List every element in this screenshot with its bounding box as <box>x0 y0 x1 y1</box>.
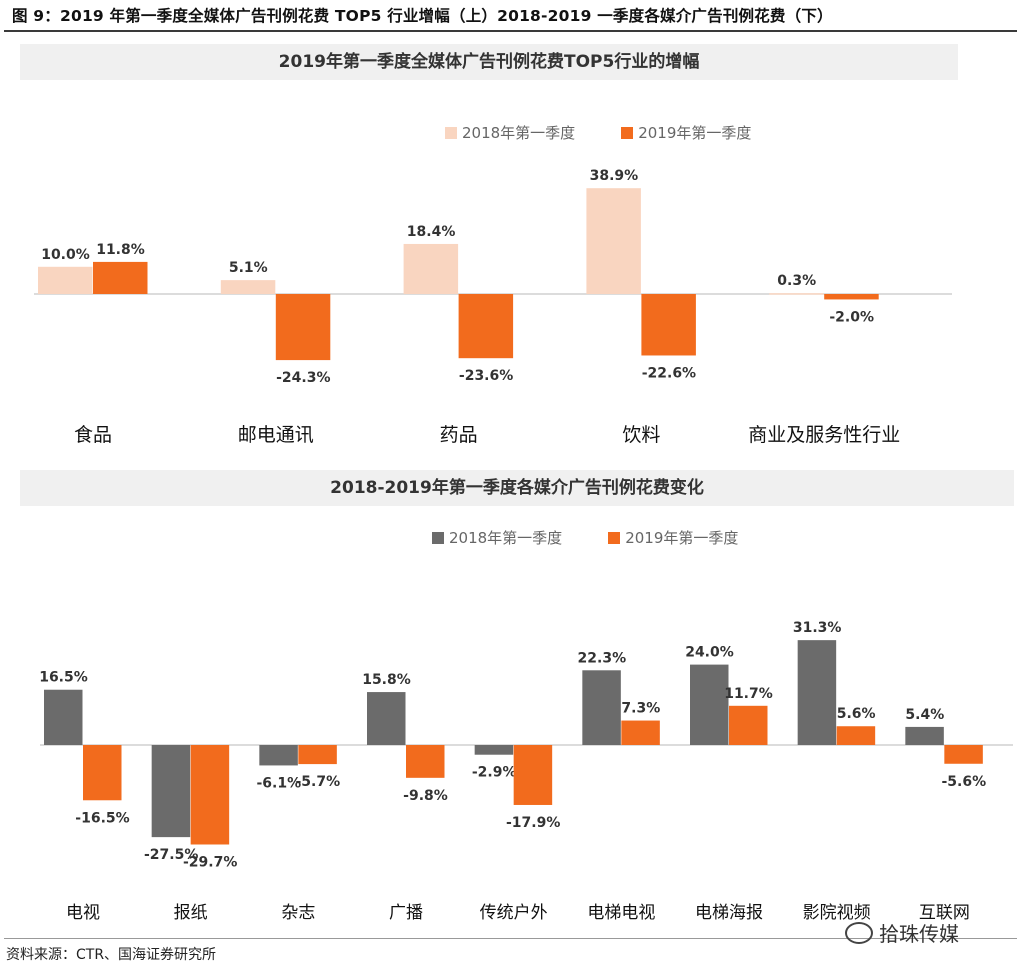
chart2-legend-2018-label: 2018年第一季度 <box>449 529 563 547</box>
category-label: 食品 <box>74 424 112 446</box>
data-label: -16.5% <box>75 810 129 826</box>
data-label: 5.1% <box>229 260 268 276</box>
bar-2019-1 <box>275 294 331 361</box>
data-label: -27.5% <box>144 847 198 863</box>
data-label: 5.4% <box>905 707 944 723</box>
category-label: 邮电通讯 <box>238 424 314 446</box>
chart1-legend-2019: 2019年第一季度 <box>621 122 751 143</box>
data-label: 18.4% <box>407 224 456 240</box>
bar-2019-0 <box>93 261 148 294</box>
chart1-legend-2018: 2018年第一季度 <box>445 122 575 143</box>
data-label: -24.3% <box>276 370 330 386</box>
category-label: 商业及服务性行业 <box>748 424 900 446</box>
bar-2018-0 <box>38 266 93 294</box>
chart2-legend-2019: 2019年第一季度 <box>608 527 738 548</box>
top-rule <box>4 30 1017 32</box>
data-label: 31.3% <box>793 620 842 636</box>
bar-2018-3 <box>586 188 641 294</box>
data-label: 11.7% <box>724 686 773 702</box>
chart2-plot: 16.5% -16.5% 电视 -27.5%-29.7% 报纸 -6.1%-5.7% 杂志 1… <box>39 620 1013 923</box>
chart1-legend-2019-label: 2019年第一季度 <box>638 124 752 142</box>
category-label: 互联网 <box>919 903 970 923</box>
data-label: -5.7% <box>296 774 341 790</box>
figure-title: 图 9：2019 年第一季度全媒体广告刊例花费 TOP5 行业增幅（上）2018… <box>12 7 833 25</box>
data-label: -29.7% <box>183 854 237 870</box>
brand-watermark: 拾珠传媒 <box>845 918 959 947</box>
bar-2018-3 <box>367 692 406 745</box>
bar-2019-2 <box>458 294 514 359</box>
category-label: 电梯电视 <box>587 903 655 923</box>
bar-2018-4 <box>474 745 514 755</box>
bar-2018-0 <box>44 689 83 745</box>
category-label: 报纸 <box>174 903 208 923</box>
bar-2019-3 <box>406 745 445 778</box>
data-label: -23.6% <box>459 368 513 384</box>
data-label: 7.3% <box>621 701 660 717</box>
bottom-rule <box>4 938 1017 939</box>
bar-2019-6 <box>729 705 768 745</box>
legend-swatch-2019 <box>621 126 634 139</box>
data-label: 24.0% <box>685 645 734 661</box>
bar-2018-1 <box>151 745 191 838</box>
data-label: 11.8% <box>96 242 145 258</box>
data-label: -17.9% <box>506 815 560 831</box>
bar-2019-8 <box>944 745 983 764</box>
source-footer: 资料来源：CTR、国海证券研究所 <box>6 947 217 963</box>
bar-2018-7 <box>797 640 837 745</box>
data-label: -22.6% <box>642 365 696 381</box>
data-label: 15.8% <box>362 672 411 688</box>
category-label: 电梯海报 <box>695 903 763 923</box>
data-label: 22.3% <box>578 650 627 666</box>
category-label: 电视 <box>66 903 100 923</box>
bar-2019-4 <box>824 294 879 300</box>
chart1-legend-2018-label: 2018年第一季度 <box>462 124 576 142</box>
data-label: -6.1% <box>257 775 302 791</box>
data-label: -9.8% <box>403 788 448 804</box>
category-label: 影院视频 <box>803 903 871 923</box>
chart1-legend: 2018年第一季度 2019年第一季度 <box>445 122 797 143</box>
data-label: 5.6% <box>837 706 876 722</box>
chart1-plot: 10.0% 11.8% 食品 5.1% -24.3% 邮电通讯 18.4% -23.6% 药品 3… <box>34 168 952 446</box>
chart1-title: 2019年第一季度全媒体广告刊例花费TOP5行业的增幅 <box>20 44 958 80</box>
data-label: -2.9% <box>472 765 517 781</box>
bar-2018-1 <box>220 280 276 294</box>
bar-2019-3 <box>641 294 696 356</box>
category-label: 饮料 <box>622 424 660 446</box>
bar-2018-5 <box>582 670 621 745</box>
category-label: 药品 <box>440 424 478 446</box>
category-label: 传统户外 <box>480 903 548 923</box>
chart2-legend-2018: 2018年第一季度 <box>432 527 562 548</box>
chart2-legend-2019-label: 2019年第一季度 <box>625 529 739 547</box>
category-label: 杂志 <box>281 903 315 923</box>
bar-2018-2 <box>403 243 459 294</box>
data-label: -2.0% <box>829 309 874 325</box>
wechat-icon <box>845 921 873 944</box>
bar-2018-2 <box>259 745 298 766</box>
brand-name: 拾珠传媒 <box>879 922 959 946</box>
bar-2018-8 <box>905 726 944 745</box>
bar-2019-2 <box>298 745 337 765</box>
data-label: 16.5% <box>39 670 88 686</box>
chart2-title: 2018-2019年第一季度各媒介广告刊例花费变化 <box>20 470 1014 506</box>
bar-2018-6 <box>690 664 729 745</box>
data-label: 38.9% <box>590 168 639 184</box>
bar-2018-4 <box>769 293 824 295</box>
category-label: 广播 <box>389 903 423 923</box>
data-label: 0.3% <box>777 273 816 289</box>
legend-swatch-2018 <box>432 531 444 544</box>
legend-swatch-2019 <box>608 531 621 544</box>
chart2-legend: 2018年第一季度 2019年第一季度 <box>432 527 784 548</box>
bar-2019-4 <box>513 745 553 805</box>
data-label: -5.6% <box>942 774 987 790</box>
data-label: 10.0% <box>41 247 90 263</box>
bar-2019-5 <box>621 720 660 745</box>
bar-2019-1 <box>190 745 230 845</box>
bar-2019-7 <box>836 726 876 745</box>
legend-swatch-2018 <box>445 126 457 139</box>
bar-2019-0 <box>83 745 122 801</box>
